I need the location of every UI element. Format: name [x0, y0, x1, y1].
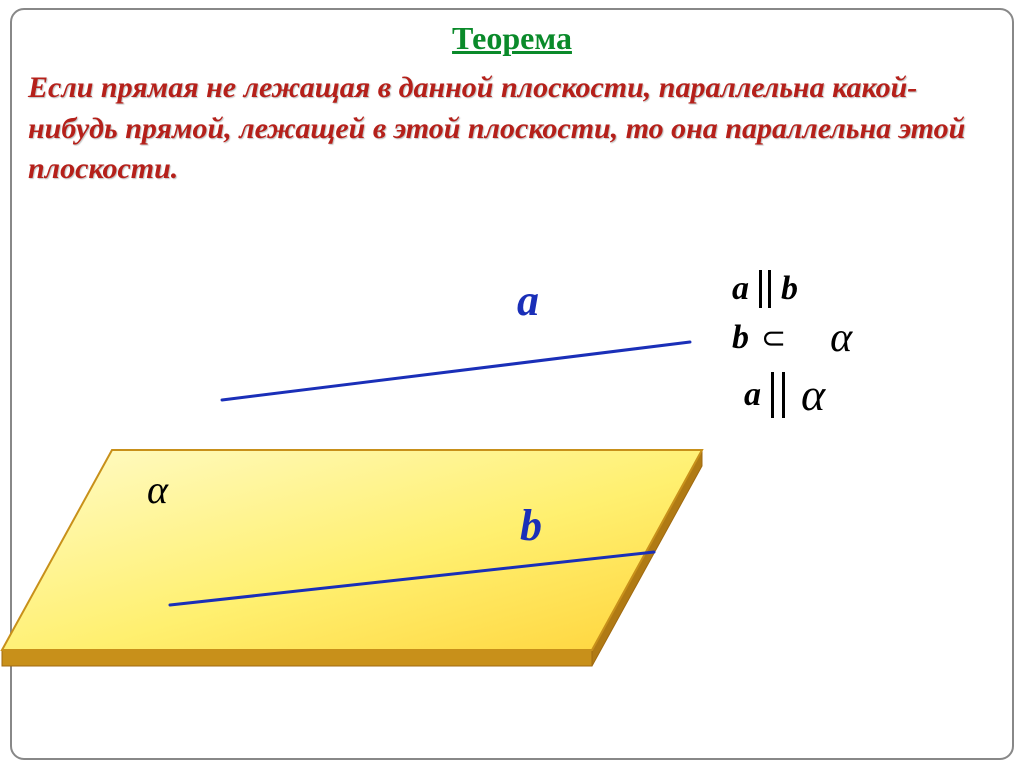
- label-a: a: [517, 276, 539, 325]
- theorem-text: Если прямая не лежащая в данной плоскост…: [28, 68, 998, 190]
- slide-frame: Теорема Если прямая не лежащая в данной …: [10, 8, 1014, 760]
- math-a-3: a: [744, 376, 761, 414]
- line-a: [222, 342, 690, 400]
- math-block: a b b ⊂ α a α: [732, 270, 852, 421]
- plane-top: [2, 450, 702, 650]
- label-b: b: [520, 501, 542, 550]
- math-b-1: b: [781, 270, 798, 308]
- plane-side-front: [2, 650, 592, 666]
- diagram: a b α: [42, 270, 782, 740]
- math-alpha-3: α: [801, 368, 825, 421]
- label-alpha: α: [147, 467, 169, 512]
- math-a-1: a: [732, 270, 749, 308]
- math-b-2: b: [732, 319, 749, 357]
- math-line-1: a b: [732, 270, 852, 308]
- math-line-2: b ⊂ α: [732, 314, 852, 362]
- parallel-icon: [759, 270, 771, 308]
- heading-theorem: Теорема: [12, 20, 1012, 57]
- math-line-3: a α: [732, 368, 852, 421]
- math-alpha-2: α: [830, 314, 852, 362]
- parallel-icon: [771, 372, 785, 418]
- subset-icon: ⊂: [761, 321, 786, 356]
